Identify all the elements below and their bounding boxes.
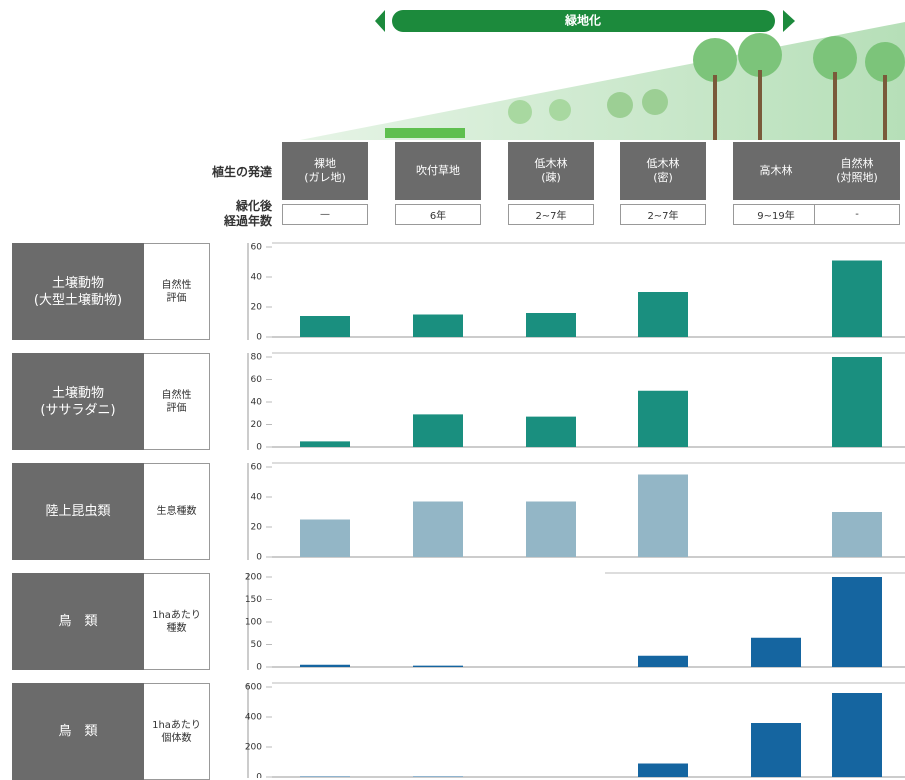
y-tick-label: 40 <box>251 493 263 503</box>
bar <box>751 723 801 777</box>
y-tick-label: 50 <box>251 640 263 650</box>
bar <box>638 391 688 447</box>
stage-years: 6年 <box>395 204 481 225</box>
y-tick-label: 60 <box>251 375 263 385</box>
bar <box>832 261 882 338</box>
bar <box>526 417 576 447</box>
stage-years: 9~19年 <box>733 204 819 225</box>
bar <box>638 656 688 667</box>
y-tick-label: 400 <box>245 713 262 723</box>
y-tick-label: 20 <box>251 420 263 430</box>
arrow-left <box>375 10 385 32</box>
bar <box>300 665 350 667</box>
bar <box>638 764 688 778</box>
y-tick-label: 150 <box>245 595 262 605</box>
greening-wedge <box>300 22 905 140</box>
bar <box>526 502 576 558</box>
bar <box>300 316 350 337</box>
bar <box>300 520 350 558</box>
stage-years: 2~7年 <box>508 204 594 225</box>
row-label: 土壌動物 (大型土壌動物) <box>12 243 144 340</box>
metric-label: 1haあたり 種数 <box>144 573 210 670</box>
stage-header: 植生の発達 <box>150 165 272 180</box>
y-tick-label: 60 <box>251 243 263 253</box>
stage-label: 吹付草地 <box>395 142 481 200</box>
bar <box>413 315 463 338</box>
y-tick-label: 40 <box>251 273 263 283</box>
y-tick-label: 0 <box>256 443 262 453</box>
bar <box>413 414 463 447</box>
y-tick-label: 20 <box>251 303 263 313</box>
bar <box>638 475 688 558</box>
bar <box>832 693 882 777</box>
bar <box>413 666 463 667</box>
banner-text: 緑地化 <box>564 13 601 28</box>
y-tick-label: 200 <box>245 573 262 583</box>
row-label: 陸上昆虫類 <box>12 463 144 560</box>
bar <box>413 502 463 558</box>
row-label: 鳥 類 <box>12 683 144 780</box>
y-tick-label: 100 <box>245 618 262 628</box>
stage-years: - <box>814 204 900 225</box>
y-tick-label: 0 <box>256 333 262 343</box>
metric-label: 自然性 評価 <box>144 353 210 450</box>
y-tick-label: 0 <box>256 773 262 779</box>
bar <box>638 292 688 337</box>
bar <box>832 357 882 447</box>
metric-label: 生息種数 <box>144 463 210 560</box>
bar <box>751 638 801 667</box>
stage-label: 高木林 <box>733 142 819 200</box>
y-tick-label: 60 <box>251 463 263 473</box>
years-header: 緑化後 経過年数 <box>150 199 272 229</box>
stage-label: 低木林 (密) <box>620 142 706 200</box>
stage-label: 低木林 (疎) <box>508 142 594 200</box>
stage-label: 自然林 (対照地) <box>814 142 900 200</box>
y-tick-label: 20 <box>251 523 263 533</box>
row-label: 土壌動物 (ササラダニ) <box>12 353 144 450</box>
y-tick-label: 40 <box>251 398 263 408</box>
metric-label: 自然性 評価 <box>144 243 210 340</box>
bar <box>300 441 350 447</box>
stage-label: 裸地 (ガレ地) <box>282 142 368 200</box>
y-tick-label: 0 <box>256 553 262 563</box>
bar <box>832 512 882 557</box>
stage-years: 2~7年 <box>620 204 706 225</box>
bar <box>526 313 576 337</box>
row-label: 鳥 類 <box>12 573 144 670</box>
arrow-right <box>783 10 795 32</box>
y-tick-label: 80 <box>251 353 263 363</box>
bar <box>832 577 882 667</box>
metric-label: 1haあたり 個体数 <box>144 683 210 780</box>
y-tick-label: 200 <box>245 743 262 753</box>
stage-years: — <box>282 204 368 225</box>
y-tick-label: 600 <box>245 683 262 693</box>
y-tick-label: 0 <box>256 663 262 673</box>
